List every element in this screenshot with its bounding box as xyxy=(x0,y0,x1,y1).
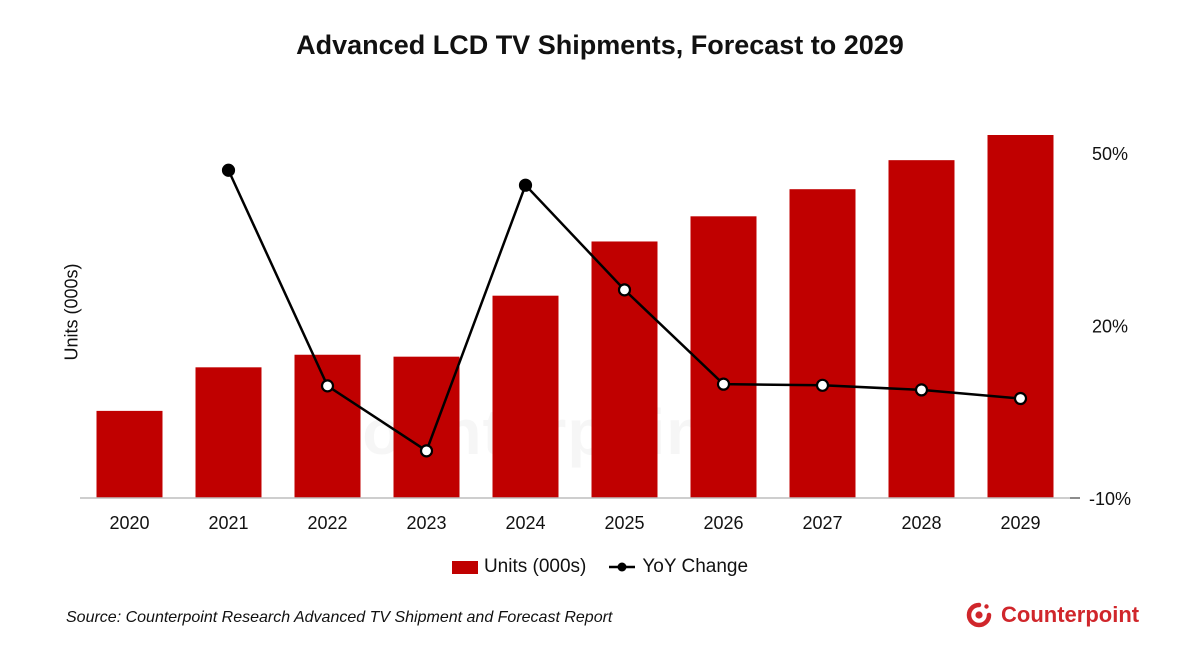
x-tick-label-2020: 2020 xyxy=(109,513,149,533)
x-tick-label-2021: 2021 xyxy=(208,513,248,533)
bar-2020 xyxy=(96,410,163,498)
bars-layer xyxy=(96,135,1054,499)
y-axis-label: Units (000s) xyxy=(61,263,82,361)
y2-tick-labels: 50% 20% -10% xyxy=(1089,144,1131,509)
legend-swatch-units xyxy=(451,560,478,574)
legend-swatch-yoy xyxy=(609,562,636,572)
x-tick-label-2027: 2027 xyxy=(802,513,842,533)
y2-tick-label: 20% xyxy=(1092,317,1128,337)
x-tick-label-2025: 2025 xyxy=(604,513,644,533)
y2-tick-label: 50% xyxy=(1092,144,1128,164)
source-note: Source: Counterpoint Research Advanced T… xyxy=(66,609,613,626)
legend: Units (000s) YoY Change xyxy=(0,556,1200,578)
bar-2026 xyxy=(690,216,757,498)
yoy-point-2024 xyxy=(518,178,533,192)
legend-label-yoy: YoY Change xyxy=(642,556,749,577)
yoy-line-layer xyxy=(221,163,1028,458)
bar-2029 xyxy=(987,135,1054,498)
x-tick-label-2026: 2026 xyxy=(703,513,743,533)
x-tick-label-2023: 2023 xyxy=(406,513,446,533)
yoy-point-2022 xyxy=(320,379,335,393)
yoy-point-2026 xyxy=(716,377,731,391)
counterpoint-logo: Counterpoint xyxy=(964,600,1139,630)
bar-2022 xyxy=(294,354,361,498)
counterpoint-logo-icon xyxy=(966,602,992,628)
bar-2027 xyxy=(789,189,856,498)
logo-text: Counterpoint xyxy=(1001,602,1140,627)
bar-2023 xyxy=(393,356,460,498)
legend-item-yoy: YoY Change xyxy=(608,556,748,578)
x-tick-label-2022: 2022 xyxy=(307,513,347,533)
x-tick-label-2028: 2028 xyxy=(901,513,941,533)
yoy-point-2025 xyxy=(617,283,632,297)
bar-2028 xyxy=(888,160,955,498)
yoy-point-2023 xyxy=(419,444,434,458)
legend-label-units: Units (000s) xyxy=(483,556,587,577)
yoy-point-2029 xyxy=(1013,391,1028,406)
yoy-point-2021 xyxy=(221,163,236,177)
bar-2025 xyxy=(591,241,658,499)
x-tick-label-2029: 2029 xyxy=(1000,513,1040,533)
yoy-point-2027 xyxy=(815,378,830,392)
x-tick-label-2024: 2024 xyxy=(505,513,545,533)
y2-tick-label: -10% xyxy=(1089,489,1131,509)
yoy-point-2028 xyxy=(914,383,929,397)
bar-2021 xyxy=(195,367,262,498)
x-tick-labels: 2020 2021 2022 2023 2024 2025 2026 2027 2028 2029 xyxy=(109,513,1040,533)
legend-item-units: Units (000s) xyxy=(451,556,587,578)
bar-2024 xyxy=(492,295,559,498)
chart-title: Advanced LCD TV Shipments, Forecast to 2… xyxy=(296,30,904,60)
